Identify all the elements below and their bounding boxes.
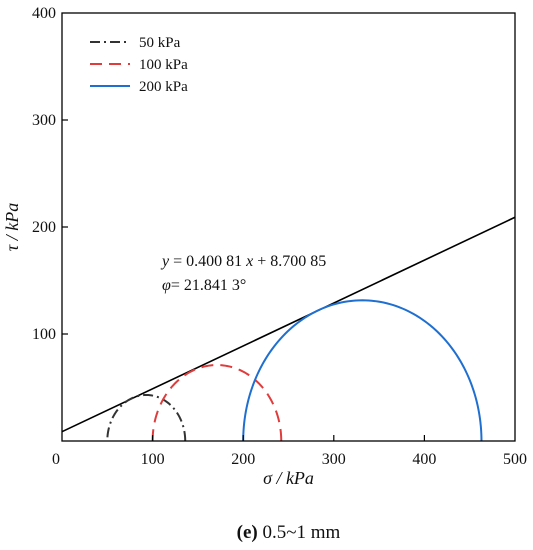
x-tick-label: 0 (52, 451, 60, 468)
legend-label: 100 kPa (139, 57, 188, 73)
equation-y: y (160, 253, 170, 270)
phi-value: = 21.841 3° (171, 277, 246, 294)
y-tick-label: 400 (32, 5, 56, 22)
x-tick-label: 300 (322, 451, 346, 468)
plot-frame (61, 12, 516, 442)
x-tick-label: 200 (231, 451, 255, 468)
mohr-circle-100-kpa (151, 364, 283, 442)
figure-caption: (e) 0.5~1 mm (237, 522, 341, 543)
legend-label: 200 kPa (139, 79, 188, 95)
y-axis-label: τ / kPa (2, 203, 22, 251)
annotations: y = 0.400 81 x + 8.700 85 φ= 21.841 3° (160, 253, 326, 294)
legend-label: 50 kPa (139, 35, 181, 51)
x-axis-label: σ / kPa (263, 468, 314, 488)
y-tick-label: 300 (32, 112, 56, 129)
caption-text: 0.5~1 mm (258, 522, 341, 543)
equation-slope: = 0.400 81 (169, 253, 246, 270)
x-tick-label: 500 (503, 451, 527, 468)
friction-angle: φ= 21.841 3° (162, 277, 246, 294)
legend: 50 kPa 100 kPa 200 kPa (90, 35, 188, 95)
x-tick-label: 400 (412, 451, 436, 468)
envelope-equation: y = 0.400 81 x + 8.700 85 (160, 253, 326, 270)
y-tick-label: 200 (32, 219, 56, 236)
phi-symbol: φ (162, 277, 171, 294)
mohr-circle-200-kpa (242, 299, 483, 442)
equation-intercept: + 8.700 85 (253, 253, 326, 270)
mohr-circle-50-kpa (106, 393, 187, 442)
equation-x: x (245, 253, 253, 270)
plot-area (61, 216, 516, 442)
caption-letter: (e) (237, 522, 258, 543)
axes: σ / kPa τ / kPa 0 100 200 300 400 500 100 200 30… (2, 5, 527, 488)
y-tick-label: 100 (32, 326, 56, 343)
x-tick-label: 100 (141, 451, 165, 468)
